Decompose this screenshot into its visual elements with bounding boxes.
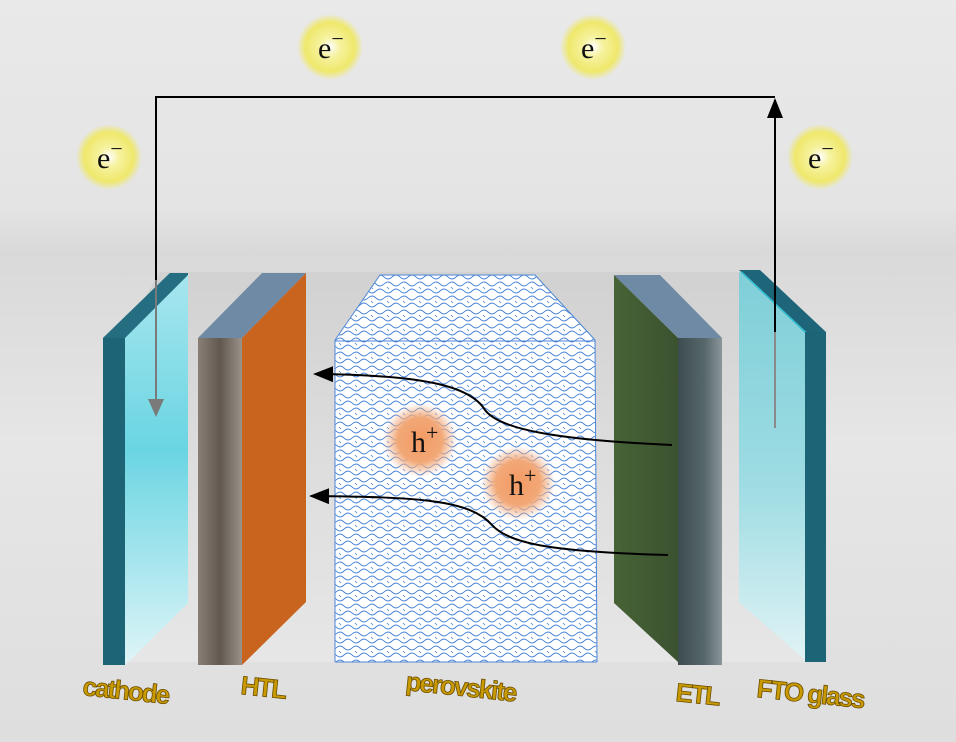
hole-charge: h+ [481,446,555,520]
svg-text:e−: e− [97,136,123,175]
electron-charge: e− [560,14,626,80]
svg-text:e−: e− [581,26,607,65]
hole-charge: h+ [383,403,457,477]
electron-charge: e− [787,124,853,190]
svg-text:h+: h+ [411,420,438,459]
external-circuit [148,96,783,428]
electron-charge: e− [297,14,363,80]
perovskite-label: perovskite [404,666,518,708]
cathode-label: cathode [81,671,171,710]
etl-layer [614,275,722,665]
fto-glass-label: FTO glass [755,673,866,714]
svg-text:e−: e− [808,136,834,175]
hole-path-arrow [313,366,673,446]
cathode-layer [103,273,188,665]
etl-label: ETL [674,677,722,712]
svg-text:e−: e− [318,26,344,65]
hole-path-arrow [309,488,669,556]
electron-charge: e− [76,124,142,190]
perovskite-layer [334,274,598,663]
svg-text:h+: h+ [509,463,536,502]
htl-layer [198,273,306,665]
fto-glass-layer [739,270,826,662]
htl-label: HTL [239,670,289,705]
